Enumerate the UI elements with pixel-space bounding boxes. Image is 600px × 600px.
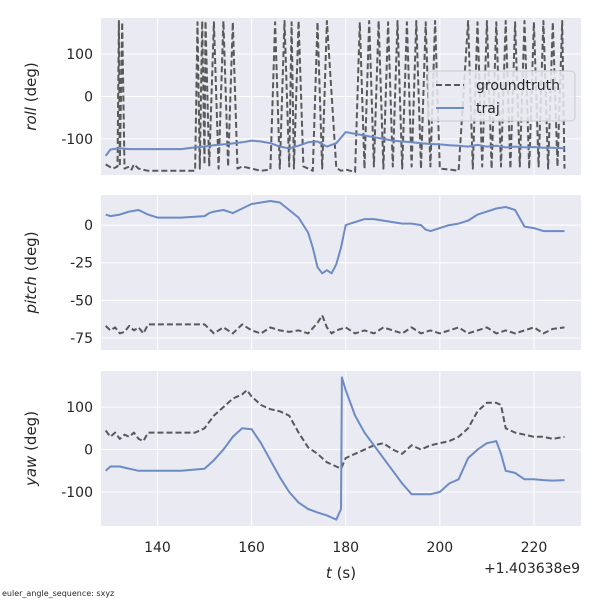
y-axis-label: pitch (deg) [22,231,40,314]
panel-roll: -100 0 100 roll (deg) groundtruth traj [22,18,581,175]
x-tick-label: 160 [238,540,265,556]
y-tick-label: 0 [84,218,93,234]
y-tick-label: -50 [70,293,93,309]
series-traj [104,131,565,157]
y-axis-label: roll (deg) [22,62,40,130]
y-tick-label: 100 [66,47,93,63]
x-axis-label: t (s) [326,564,356,582]
x-offset-label: +1.403638e9 [484,561,580,577]
legend-label-groundtruth: groundtruth [476,78,560,94]
y-axis-label: yaw (deg) [22,411,40,487]
x-tick-label: 200 [426,540,453,556]
series-traj [105,376,565,521]
x-tick-labels: 140 160 180 200 220 [144,540,547,556]
x-tick-label: 140 [144,540,171,556]
footnote: euler_angle_sequence: sxyz [2,589,114,598]
series-traj [105,200,565,275]
series-groundtruth [105,20,566,173]
panel-pitch: -75 -50 -25 0 pitch (deg) [22,195,581,350]
y-tick-label: 0 [84,90,93,106]
legend: groundtruth traj [427,70,576,122]
y-tick-label: 100 [66,400,93,416]
y-tick-label: -25 [70,256,93,272]
x-tick-label: 220 [521,540,548,556]
series-groundtruth [104,389,565,470]
y-tick-label: -100 [61,132,93,148]
y-tick-label: -75 [70,331,93,347]
y-tick-label: 0 [84,443,93,459]
panel-yaw: -100 0 100 yaw (deg) [22,371,581,526]
series-groundtruth [105,314,565,335]
y-tick-label: -100 [61,485,93,501]
legend-label-traj: traj [476,101,500,117]
x-tick-label: 180 [332,540,359,556]
